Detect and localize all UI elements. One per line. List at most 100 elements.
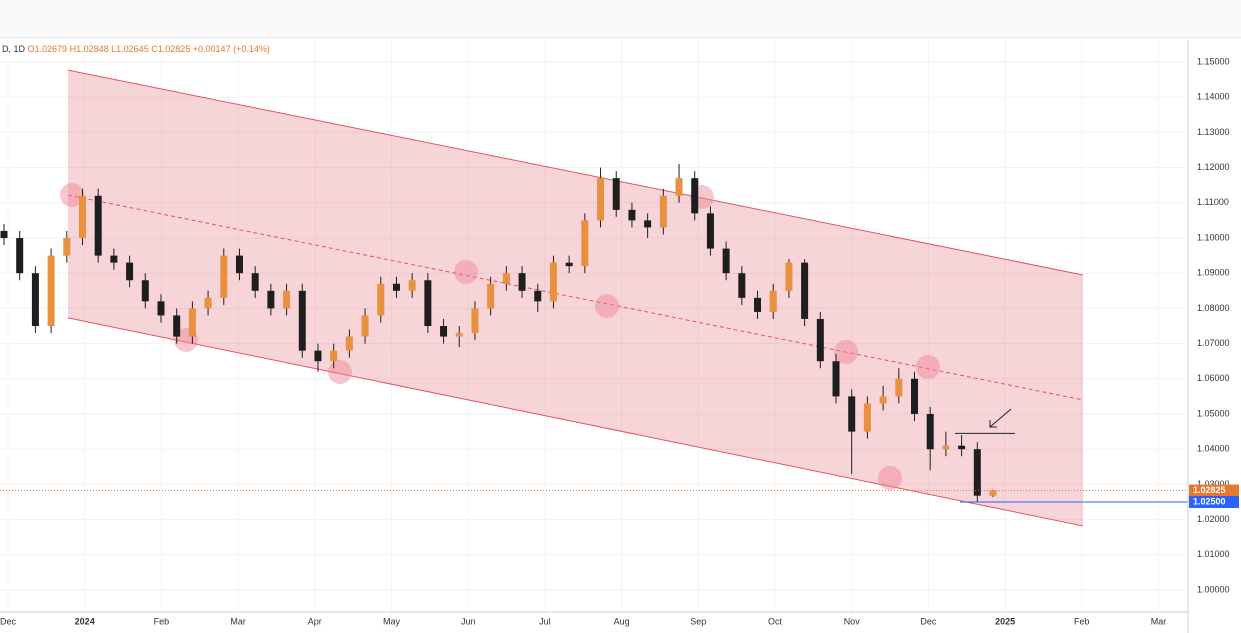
candle-body bbox=[581, 220, 589, 267]
x-tick-label: Feb bbox=[1074, 616, 1090, 626]
candle-body bbox=[911, 378, 919, 414]
candle-body bbox=[440, 326, 448, 337]
x-tick-label: 2025 bbox=[995, 616, 1015, 626]
y-tick-label: 1.09000 bbox=[1197, 268, 1230, 278]
candle-body bbox=[94, 195, 102, 256]
x-tick-label: Dec bbox=[920, 616, 937, 626]
candle-body bbox=[958, 445, 966, 450]
candle-body bbox=[377, 283, 385, 316]
candle-body bbox=[769, 290, 777, 312]
candle-body bbox=[110, 255, 118, 263]
candle-body bbox=[173, 315, 181, 337]
x-tick-label: Apr bbox=[308, 616, 322, 626]
y-tick-label: 1.10000 bbox=[1197, 232, 1230, 242]
candle-body bbox=[706, 213, 714, 249]
x-tick-label: Mar bbox=[230, 616, 246, 626]
x-tick-label: Sep bbox=[690, 616, 706, 626]
legend-header: D, 1D O1.02679 H1.02848 L1.02645 C1.0282… bbox=[2, 44, 270, 54]
channel-lower bbox=[67, 317, 1084, 527]
candle-body bbox=[785, 262, 793, 291]
y-tick-label: 1.06000 bbox=[1197, 373, 1230, 383]
candle-body bbox=[801, 262, 809, 319]
candle-body bbox=[597, 178, 605, 221]
highlight-circle bbox=[60, 183, 84, 207]
candle-body bbox=[471, 308, 479, 334]
candle-body bbox=[16, 238, 24, 274]
y-tick-label: 1.11000 bbox=[1197, 197, 1229, 207]
candle-body bbox=[659, 195, 667, 228]
candle-body bbox=[63, 238, 71, 256]
candle-body bbox=[0, 230, 8, 238]
channel-upper bbox=[67, 69, 1084, 276]
candle-body bbox=[283, 290, 291, 309]
y-tick-label: 1.04000 bbox=[1197, 444, 1230, 454]
x-tick-label: Oct bbox=[768, 616, 783, 626]
y-tick-label: 1.12000 bbox=[1197, 162, 1230, 172]
candle-body bbox=[518, 273, 526, 291]
candle-body bbox=[502, 273, 510, 284]
candle-body bbox=[267, 290, 275, 309]
arrow-head bbox=[989, 420, 997, 428]
y-tick-label: 1.03000 bbox=[1197, 479, 1230, 489]
candle-body bbox=[644, 220, 652, 228]
plot bbox=[0, 69, 1188, 527]
y-tick-label: 1.05000 bbox=[1197, 408, 1230, 418]
price-badge-label: 1.02500 bbox=[1193, 496, 1226, 506]
candle-body bbox=[157, 301, 165, 316]
y-tick-label: 1.14000 bbox=[1197, 92, 1230, 102]
candle-body bbox=[220, 255, 228, 298]
candle-body bbox=[455, 333, 463, 337]
x-tick-label: Jul bbox=[539, 616, 551, 626]
open: O1.02679 bbox=[28, 44, 68, 54]
candle-body bbox=[31, 273, 39, 326]
x-tick-label: May bbox=[383, 616, 401, 626]
candle-body bbox=[78, 195, 86, 238]
candle-body bbox=[549, 262, 557, 302]
arrow-shaft bbox=[989, 408, 1012, 428]
highlight-circle bbox=[454, 260, 478, 284]
channel-middle bbox=[67, 194, 1084, 401]
candle-body bbox=[926, 414, 934, 450]
candle-body bbox=[612, 178, 620, 210]
x-tick-label: Jun bbox=[461, 616, 476, 626]
y-tick-label: 1.01000 bbox=[1197, 549, 1230, 559]
y-tick-label: 1.08000 bbox=[1197, 303, 1230, 313]
candle-body bbox=[235, 255, 243, 274]
top-toolbar bbox=[0, 0, 1241, 38]
candle-body bbox=[565, 262, 573, 267]
candle-body bbox=[534, 290, 542, 302]
candle-body bbox=[361, 315, 369, 337]
y-tick-label: 1.00000 bbox=[1197, 584, 1230, 594]
candle-body bbox=[895, 378, 903, 397]
candle-body bbox=[47, 255, 55, 326]
y-tick-label: 1.15000 bbox=[1197, 56, 1230, 66]
close: C1.02825 bbox=[151, 44, 190, 54]
y-tick-label: 1.02000 bbox=[1197, 514, 1230, 524]
candle-body bbox=[754, 297, 762, 312]
change: +0.00147 (+0.14%) bbox=[193, 44, 270, 54]
candle-body bbox=[863, 403, 871, 432]
candle-body bbox=[345, 336, 353, 351]
candle-body bbox=[675, 178, 683, 196]
symbol: D, 1D bbox=[2, 44, 26, 54]
candle-body bbox=[330, 350, 338, 362]
candle-body bbox=[314, 350, 322, 362]
candle-body bbox=[251, 273, 259, 291]
candle-body bbox=[487, 283, 495, 309]
candle-body bbox=[738, 273, 746, 298]
high: H1.02848 bbox=[70, 44, 109, 54]
x-tick-label: Nov bbox=[844, 616, 861, 626]
candle-body bbox=[628, 209, 636, 221]
price-badge bbox=[1189, 484, 1239, 497]
highlight-circle bbox=[328, 360, 352, 384]
candle-body bbox=[816, 318, 824, 362]
highlight-circle bbox=[834, 340, 858, 364]
highlight-circle bbox=[916, 355, 940, 379]
candle-body bbox=[204, 297, 212, 309]
y-tick-label: 1.13000 bbox=[1197, 127, 1230, 137]
candle-body bbox=[408, 280, 416, 291]
candle-body bbox=[973, 449, 981, 496]
price-badge bbox=[1189, 496, 1239, 508]
